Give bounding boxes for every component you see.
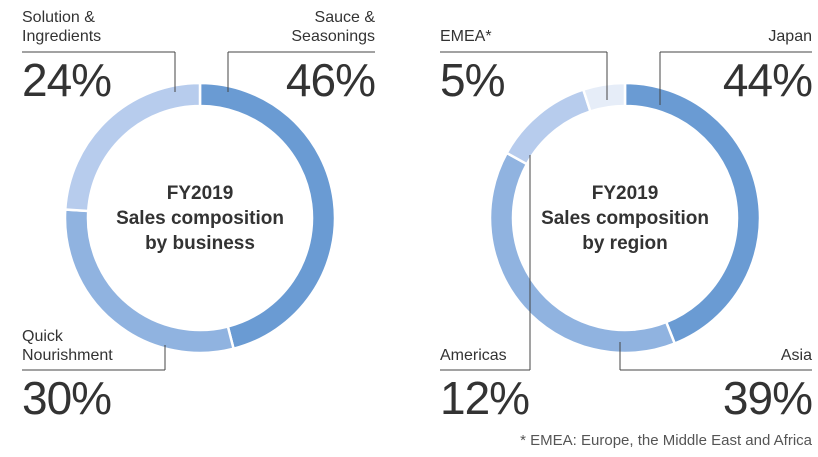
value-label: 44% <box>722 54 813 106</box>
donut-segment <box>63 81 202 213</box>
value-label: 46% <box>285 54 376 106</box>
category-label: Americas <box>440 347 507 364</box>
center-text: FY2019 <box>591 183 659 204</box>
category-label: EMEA* <box>440 28 492 45</box>
category-label: Solution & Ingredients <box>22 9 102 45</box>
value-label: 5% <box>440 54 505 106</box>
center-text: by region <box>582 233 668 254</box>
category-label: Sauce & Seasonings <box>291 9 375 45</box>
center-text: FY2019 <box>166 183 234 204</box>
value-label: 30% <box>22 372 112 424</box>
value-label: 24% <box>22 54 112 106</box>
value-label: 39% <box>722 372 813 424</box>
value-label: 12% <box>440 372 530 424</box>
center-text: Sales composition <box>116 208 284 229</box>
category-label: Japan <box>768 28 812 45</box>
center-text: by business <box>145 233 255 254</box>
category-label: Asia <box>780 347 812 364</box>
footnote: * EMEA: Europe, the Middle East and Afri… <box>520 432 812 449</box>
center-text: Sales composition <box>541 208 709 229</box>
donut-segment <box>505 88 592 166</box>
category-label: Quick Nourishment <box>22 328 113 364</box>
donut-segment <box>581 81 627 114</box>
